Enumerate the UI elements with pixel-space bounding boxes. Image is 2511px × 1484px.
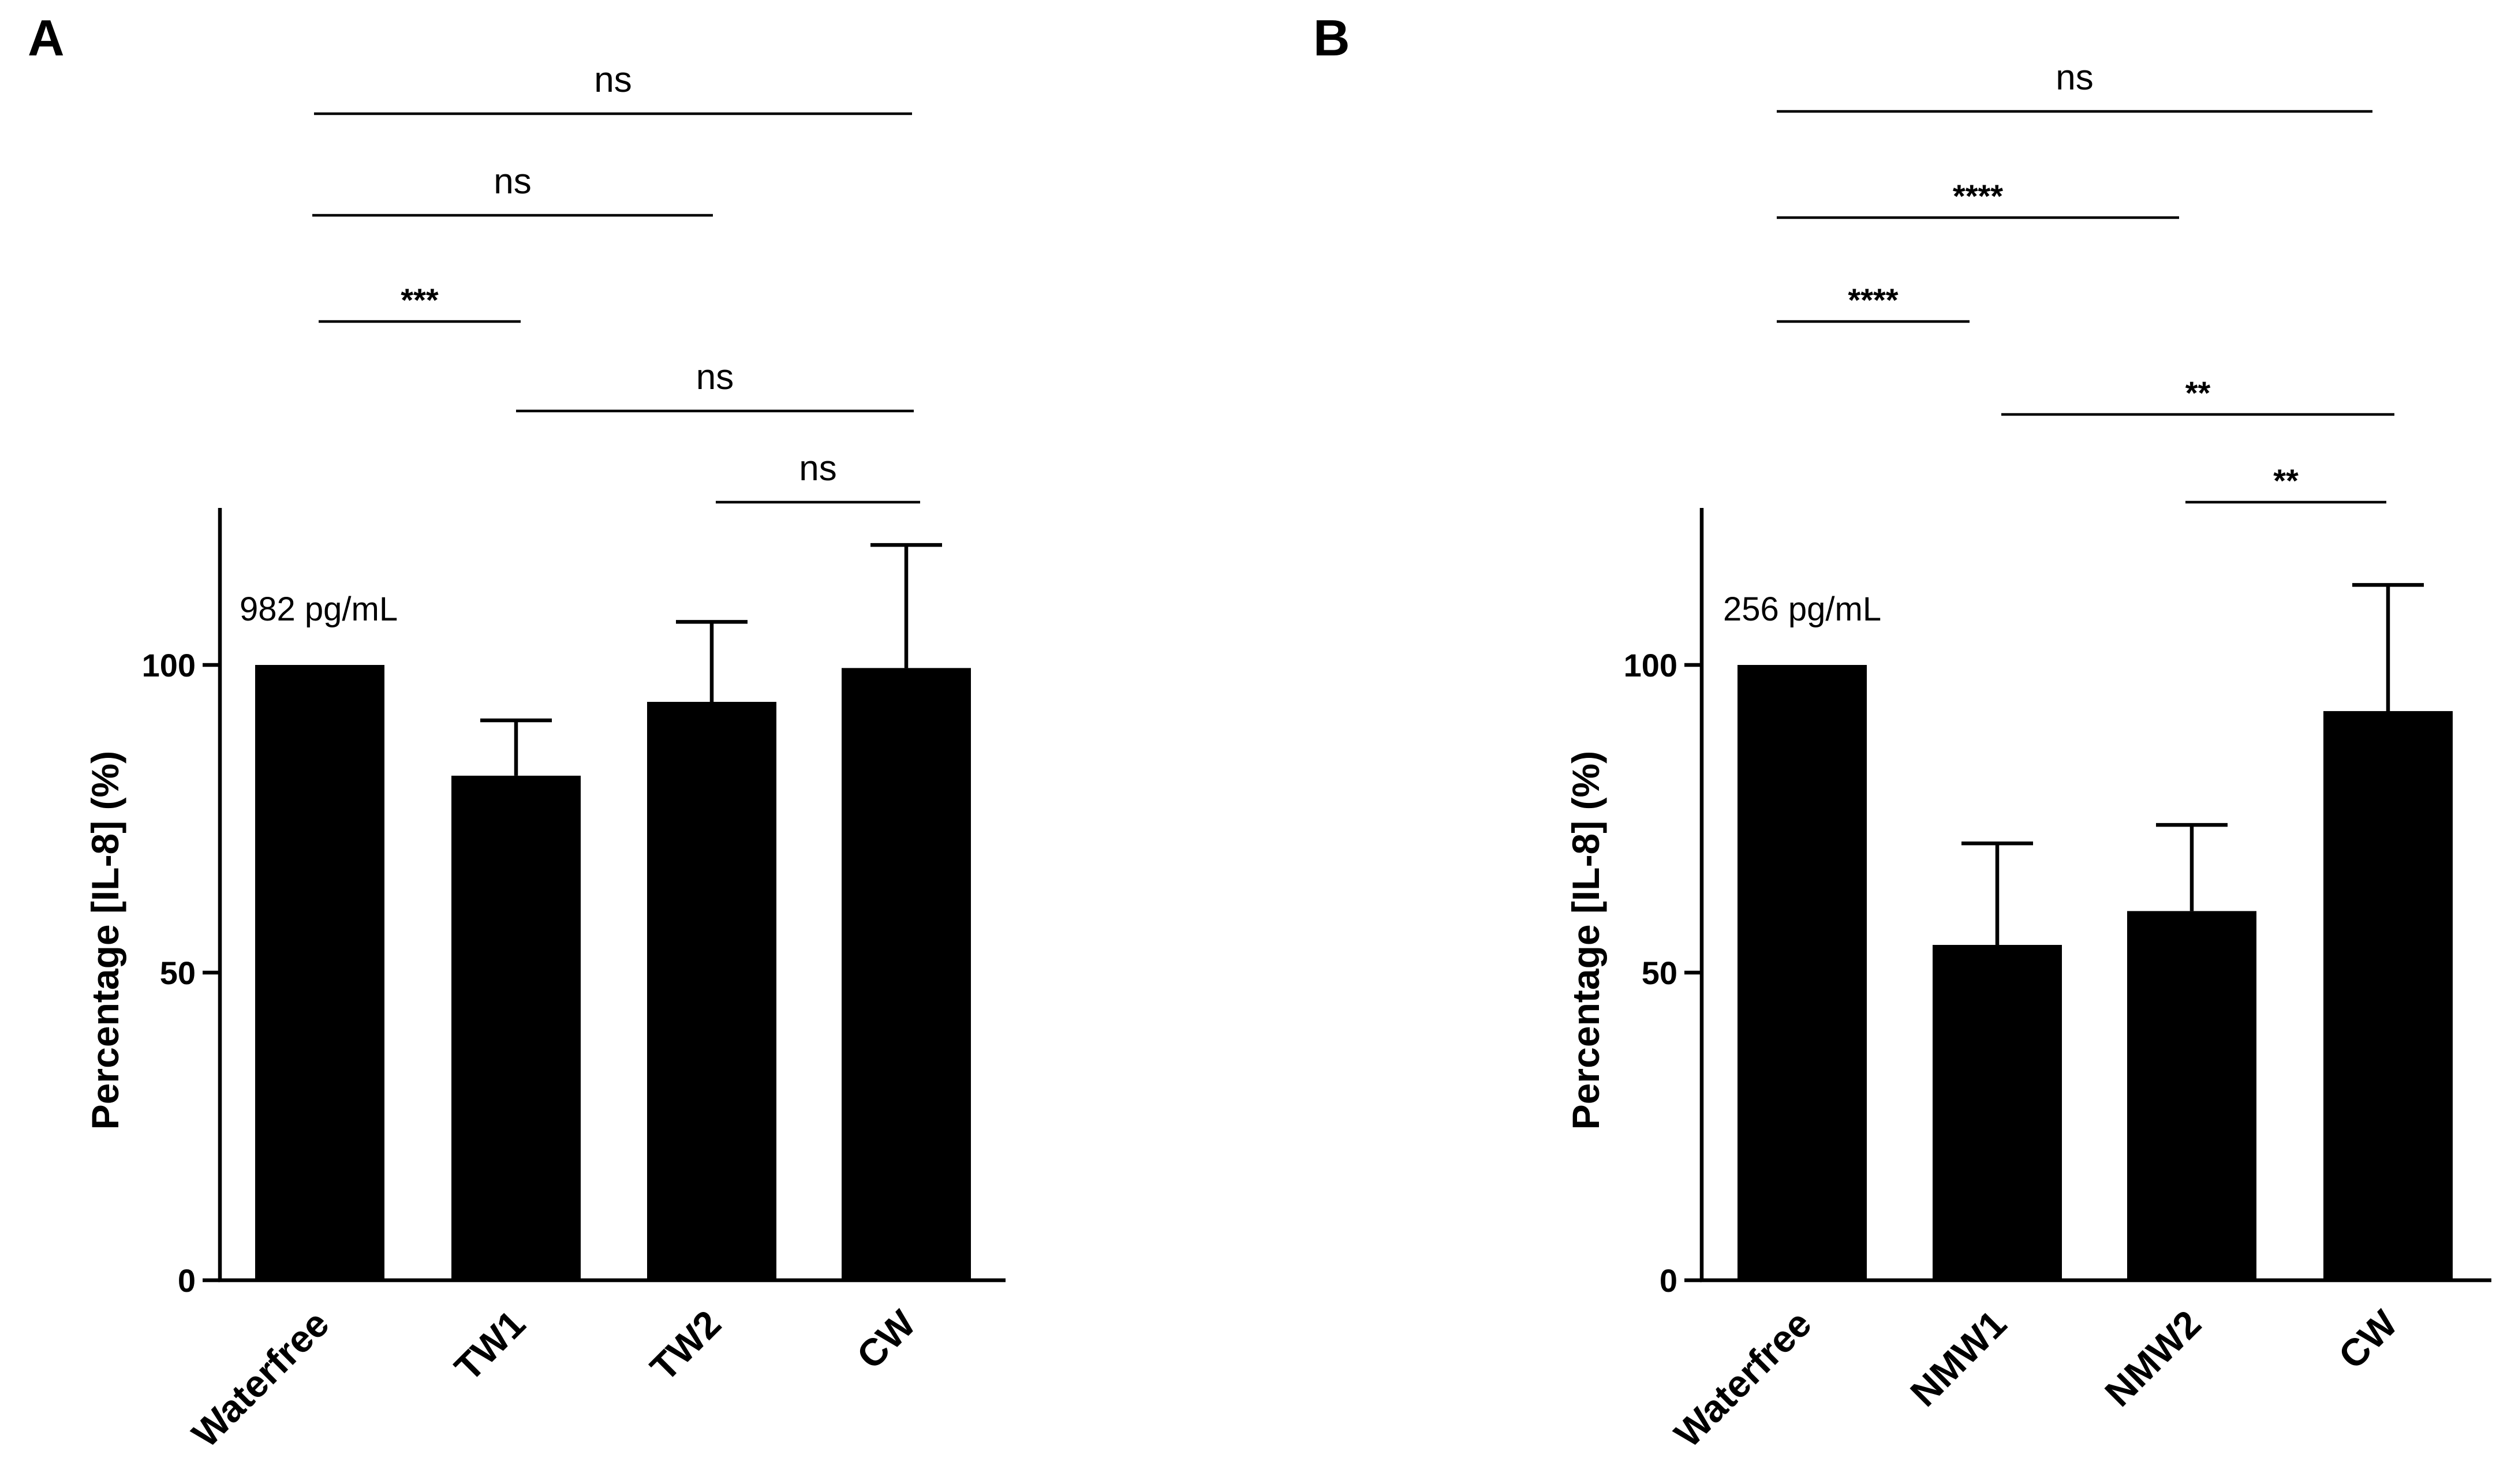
panel-a-ytick-label-100: 100 [142,647,196,683]
panel-a-sig-label-2: ns [494,162,531,201]
panel-a-sig-label-3: *** [401,282,439,318]
panel-b-xtick-label-waterfree: Waterfree [1666,1302,1819,1456]
panel-b-ytick-label-50: 50 [1642,955,1677,991]
panel-a-ytick-label-50: 50 [160,955,196,991]
panel-b-ytick-label-100: 100 [1624,647,1677,683]
panel-b-sig-label-4: ** [2185,375,2211,411]
panel-b-sig-label-3: **** [1848,282,1898,318]
panel-a-bar-tw2 [647,701,776,1280]
panel-b-xtick-label-nmw2: NMW2 [2097,1302,2209,1415]
panel-a-label: A [28,9,65,66]
panel-a: A 0 50 100 Waterfree TW1 TW2 CW Percentage [IL-8… [28,9,1006,1455]
panel-a-sig-label-5: ns [799,448,836,488]
panel-a-xtick-label-tw1: TW1 [446,1302,533,1389]
panel-a-ytick-label-0: 0 [178,1262,196,1299]
panel-a-y-axis-title: Percentage [IL-8] (%) [84,751,126,1130]
panel-a-sig-label-1: ns [594,60,632,100]
panel-b-y-axis-title: Percentage [IL-8] (%) [1564,751,1607,1130]
panel-b-ytick-label-0: 0 [1660,1262,1677,1299]
panel-b-baseline-annotation: 256 pg/mL [1723,590,1881,628]
panel-b-bar-nmw1 [1933,945,2062,1280]
panel-b-bar-waterfree [1737,665,1867,1280]
panel-b-label: B [1313,9,1350,66]
panel-b-sig-label-5: ** [2273,462,2299,499]
panel-b-bar-nmw2 [2127,911,2256,1280]
panel-b-sig-label-2: **** [1953,178,2003,214]
panel-b-xtick-label-cw: CW [2330,1302,2406,1377]
panel-a-bar-cw [842,668,971,1280]
panel-a-xtick-label-tw2: TW2 [642,1302,729,1389]
panel-a-xtick-label-waterfree: Waterfree [184,1302,337,1456]
panel-a-baseline-annotation: 982 pg/mL [240,590,398,628]
panel-b: B 0 50 100 Waterfree NMW1 NMW2 CW Percentage [IL… [1313,9,2491,1455]
panel-b-xtick-label-nmw1: NMW1 [1902,1302,2015,1415]
panel-a-xtick-label-cw: CW [849,1302,924,1377]
panel-b-sig-label-1: ns [2056,58,2093,98]
panel-b-bar-cw [2323,711,2453,1280]
panel-a-bar-tw1 [451,775,581,1280]
panel-a-bar-waterfree [255,665,384,1280]
panel-a-sig-label-4: ns [696,357,734,397]
